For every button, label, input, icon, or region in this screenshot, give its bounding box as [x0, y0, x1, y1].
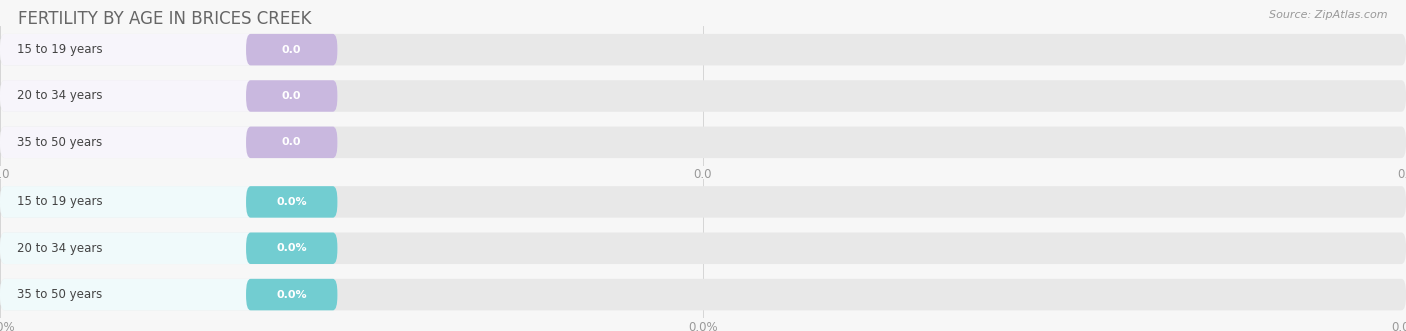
Text: 0.0: 0.0: [283, 137, 301, 147]
Text: 0.0: 0.0: [283, 91, 301, 101]
FancyBboxPatch shape: [246, 126, 337, 158]
Text: 0.0%: 0.0%: [277, 290, 307, 300]
Text: 20 to 34 years: 20 to 34 years: [17, 242, 103, 255]
FancyBboxPatch shape: [246, 186, 337, 218]
FancyBboxPatch shape: [0, 126, 1406, 158]
FancyBboxPatch shape: [0, 34, 1406, 66]
FancyBboxPatch shape: [246, 279, 337, 310]
FancyBboxPatch shape: [246, 34, 337, 66]
FancyBboxPatch shape: [0, 34, 337, 66]
FancyBboxPatch shape: [0, 186, 337, 218]
FancyBboxPatch shape: [246, 232, 337, 264]
Text: 0.0: 0.0: [283, 45, 301, 55]
Text: Source: ZipAtlas.com: Source: ZipAtlas.com: [1270, 10, 1388, 20]
FancyBboxPatch shape: [0, 232, 337, 264]
Text: 15 to 19 years: 15 to 19 years: [17, 43, 103, 56]
FancyBboxPatch shape: [0, 279, 1406, 310]
FancyBboxPatch shape: [246, 80, 337, 112]
Text: 0.0%: 0.0%: [277, 197, 307, 207]
FancyBboxPatch shape: [0, 80, 1406, 112]
Text: 20 to 34 years: 20 to 34 years: [17, 89, 103, 103]
Text: FERTILITY BY AGE IN BRICES CREEK: FERTILITY BY AGE IN BRICES CREEK: [18, 10, 312, 28]
Text: 35 to 50 years: 35 to 50 years: [17, 288, 103, 301]
FancyBboxPatch shape: [0, 279, 337, 310]
Text: 0.0%: 0.0%: [277, 243, 307, 253]
FancyBboxPatch shape: [0, 186, 1406, 218]
FancyBboxPatch shape: [0, 232, 1406, 264]
Text: 35 to 50 years: 35 to 50 years: [17, 136, 103, 149]
Text: 15 to 19 years: 15 to 19 years: [17, 195, 103, 209]
FancyBboxPatch shape: [0, 126, 337, 158]
FancyBboxPatch shape: [0, 80, 337, 112]
